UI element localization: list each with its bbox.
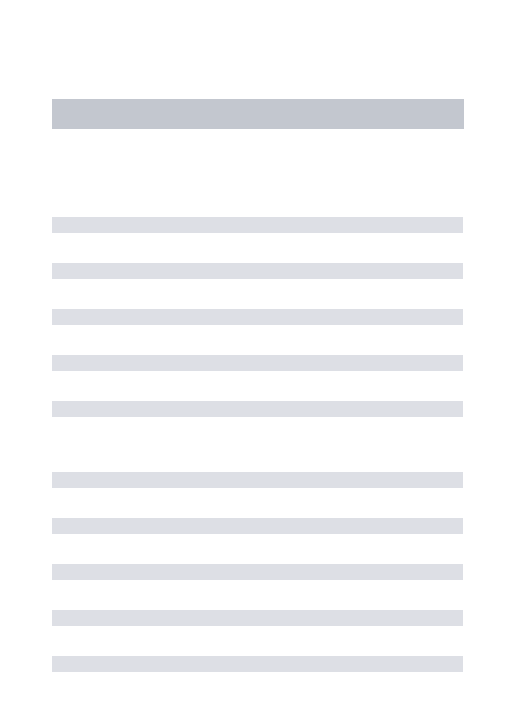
skeleton-line: [52, 355, 463, 371]
skeleton-header-bar: [52, 99, 464, 129]
skeleton-line: [52, 401, 463, 417]
skeleton-line: [52, 263, 463, 279]
skeleton-line: [52, 472, 463, 488]
skeleton-line: [52, 217, 463, 233]
skeleton-line: [52, 309, 463, 325]
skeleton-line: [52, 656, 463, 672]
skeleton-line: [52, 518, 463, 534]
skeleton-line: [52, 564, 463, 580]
skeleton-line: [52, 610, 463, 626]
